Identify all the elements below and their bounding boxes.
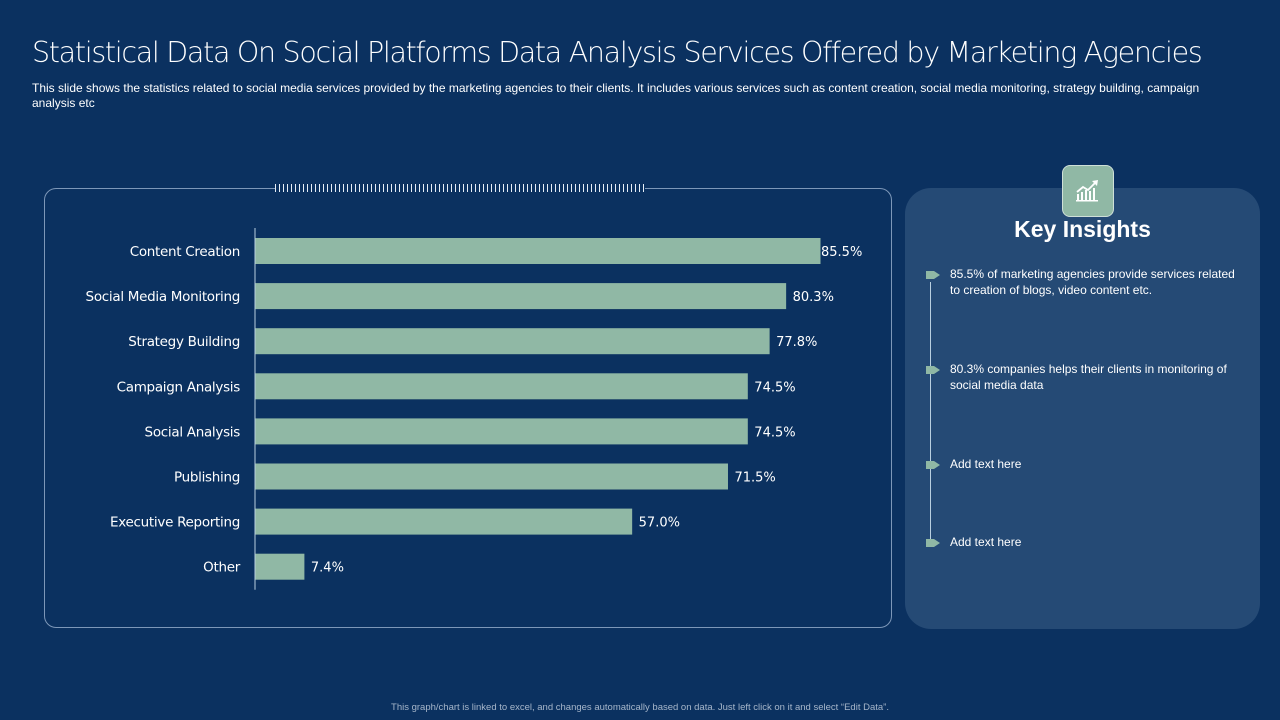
category-label: Social Media Monitoring	[86, 289, 240, 305]
page-title: Statistical Data On Social Platforms Dat…	[32, 36, 1203, 69]
data-label: 74.5%	[754, 380, 795, 395]
bar[interactable]	[255, 238, 821, 264]
key-insights-panel	[905, 188, 1260, 629]
data-label: 74.5%	[754, 425, 795, 440]
bar[interactable]	[255, 418, 748, 445]
timeline-marker-icon	[926, 461, 934, 469]
arrow-right-icon	[934, 539, 940, 547]
data-label: 77.8%	[776, 335, 817, 350]
data-label: 7.4%	[311, 561, 344, 576]
timeline-marker-icon	[926, 539, 934, 547]
bar[interactable]	[255, 463, 728, 490]
timeline-marker-icon	[926, 366, 934, 374]
data-label: 57.0%	[639, 516, 680, 531]
data-label: 85.5%	[821, 245, 862, 260]
category-label: Social Analysis	[145, 424, 241, 440]
key-insights-title: Key Insights	[1014, 216, 1151, 242]
category-label: Strategy Building	[128, 334, 240, 350]
bar[interactable]	[255, 328, 770, 355]
data-label: 71.5%	[734, 471, 775, 486]
data-label: 80.3%	[793, 290, 834, 305]
decorative-ruler	[275, 184, 645, 192]
page-subtitle: This slide shows the statistics related …	[32, 81, 1200, 110]
category-label: Content Creation	[130, 244, 240, 260]
category-label: Executive Reporting	[110, 515, 240, 531]
bar[interactable]	[255, 283, 787, 310]
arrow-right-icon	[934, 461, 940, 469]
insight-text[interactable]: Add text here	[950, 457, 1022, 471]
arrow-right-icon	[934, 366, 940, 374]
timeline-marker-icon	[926, 271, 934, 279]
bar[interactable]	[255, 508, 633, 535]
insight-text[interactable]: Add text here	[950, 535, 1022, 549]
footer-note: This graph/chart is linked to excel, and…	[391, 702, 889, 713]
bar[interactable]	[255, 373, 748, 400]
growth-chart-icon	[1062, 165, 1114, 217]
insight-text[interactable]: 85.5% of marketing agencies provide serv…	[950, 267, 1235, 297]
insights-timeline	[930, 282, 931, 542]
category-label: Campaign Analysis	[117, 379, 241, 395]
insight-text[interactable]: 80.3% companies helps their clients in m…	[950, 362, 1227, 392]
category-label: Publishing	[174, 470, 240, 486]
arrow-right-icon	[934, 271, 940, 279]
bar[interactable]	[255, 553, 305, 580]
category-label: Other	[203, 560, 241, 576]
bar-chart[interactable]: Content Creation 85.5% Social Media Monito…	[0, 0, 900, 640]
